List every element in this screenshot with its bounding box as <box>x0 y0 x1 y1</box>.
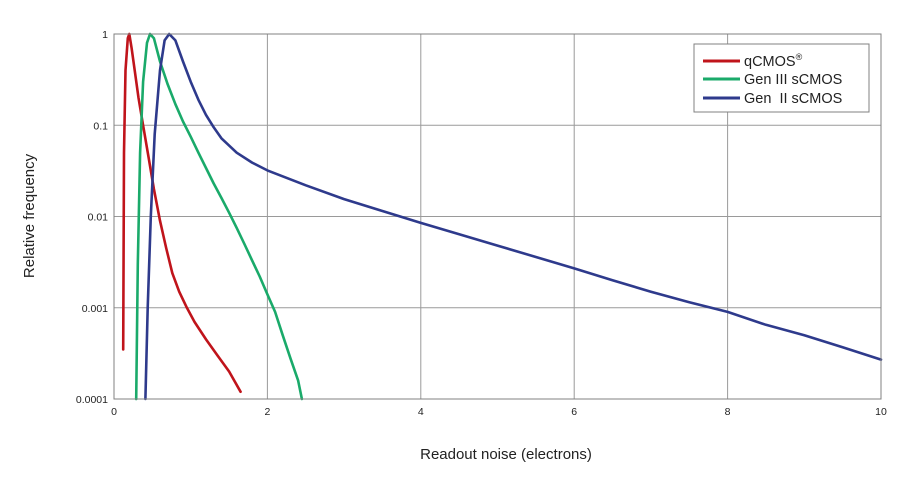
x-tick-label: 4 <box>418 406 424 418</box>
legend: qCMOS® Gen III sCMOS Gen II sCMOS <box>693 43 870 113</box>
x-tick-label: 10 <box>875 406 887 418</box>
legend-label-qcmos-sup: ® <box>796 52 803 62</box>
y-tick-label: 0.1 <box>93 120 108 132</box>
legend-label-qcmos-name: qCMOS <box>744 54 796 70</box>
y-axis-title: Relative frequency <box>21 153 38 278</box>
x-tick-label: 0 <box>111 406 117 418</box>
y-tick-label: 0.001 <box>82 303 108 315</box>
x-tick-label: 2 <box>264 406 270 418</box>
legend-label-gen3: Gen III sCMOS <box>744 72 842 88</box>
series-layer <box>121 32 883 401</box>
y-tick-label: 0.0001 <box>76 394 108 406</box>
series-line-1 <box>134 32 304 401</box>
legend-label-gen2: Gen II sCMOS <box>744 91 842 107</box>
x-tick-label: 8 <box>725 406 731 418</box>
plot-frame <box>113 33 882 400</box>
x-axis-title: Readout noise (electrons) <box>420 446 592 463</box>
y-tick-label: 0.01 <box>88 212 109 224</box>
x-tick-label: 6 <box>571 406 577 418</box>
x-axis: 0 2 4 6 8 10 <box>111 406 887 418</box>
series-line-2 <box>144 32 883 401</box>
y-tick-label: 1 <box>102 29 108 41</box>
series-line-0 <box>121 32 242 394</box>
y-axis: 0.0001 0.001 0.01 0.1 1 <box>76 29 108 406</box>
legend-label-qcmos: qCMOS® <box>744 52 803 70</box>
